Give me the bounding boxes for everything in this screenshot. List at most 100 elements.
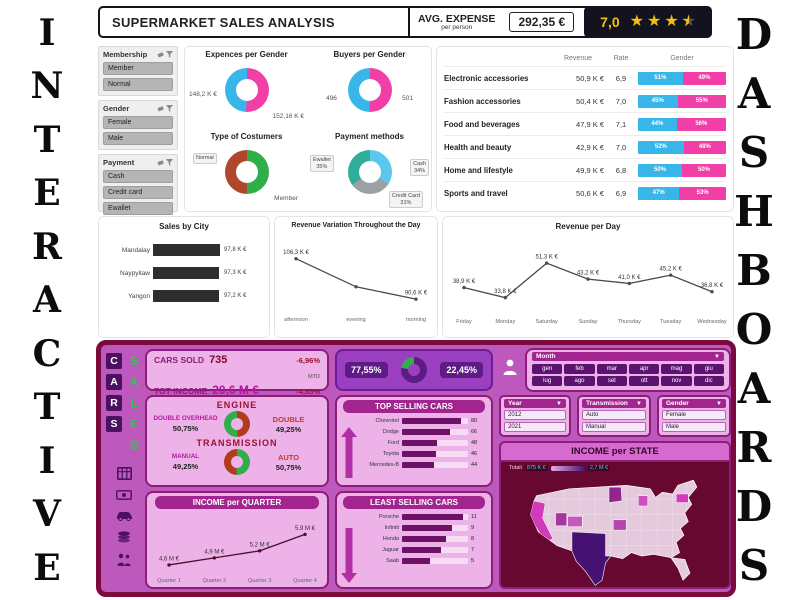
income-quarter-chart[interactable]: 4,6 M € Quarter 1 4,9 M € Quarter 2 5,2 M € Q… [153,512,321,584]
category-name: Fashion accessories [444,96,521,106]
month-option[interactable]: ago [564,376,595,386]
chevron-down-icon[interactable]: ▼ [716,400,722,407]
eraser-icon[interactable] [157,51,164,58]
car-bar[interactable] [402,461,435,468]
payment-slicer: Payment Cash Credit card Ewallet [98,154,178,215]
revenue-value: 49,9 K € [576,165,604,175]
car-bar[interactable] [402,557,430,564]
filter-icon[interactable] [166,51,173,58]
slicer-title: Gender [666,400,689,407]
eraser-icon[interactable] [157,105,164,112]
engine-donut[interactable] [224,411,250,437]
income-quarter-panel: INCOME per QUARTER 4,6 M € Quarter 1 4,9 M… [145,491,329,589]
transmission-donut[interactable] [224,449,250,475]
car-bar[interactable] [402,524,452,531]
transmission-option[interactable]: Auto [582,410,646,420]
star-half-icon: ★ ★ [681,13,696,30]
month-option[interactable]: dic [693,376,724,386]
chevron-down-icon[interactable]: ▼ [556,400,562,407]
chevron-down-icon[interactable]: ▼ [636,400,642,407]
car-bar[interactable] [402,513,463,520]
car-bar[interactable] [402,450,436,457]
cars-sold-label: CARS SOLD [154,355,205,365]
revenue-daypart-chart[interactable]: 106,3 K € afternoon evening 90,6 K € morning [280,231,432,323]
month-option[interactable]: set [596,376,627,386]
filter-option-member[interactable]: Member [103,62,173,75]
month-option[interactable]: mag [661,364,692,374]
chart-title: Payment methods [335,132,404,141]
year-option[interactable]: 2012 [504,410,566,420]
filter-option-ewallet[interactable]: Ewallet [103,202,173,215]
filter-option-credit-card[interactable]: Credit card [103,186,173,199]
customer-type-donut[interactable] [224,150,269,194]
buyers-gender-donut[interactable] [347,68,392,112]
filter-option-female[interactable]: Female [103,116,173,129]
month-option[interactable]: mar [596,364,627,374]
slicer-title: Membership [103,50,148,59]
gender-option[interactable]: Female [662,410,726,420]
gender-option[interactable]: Male [662,422,726,432]
table-row[interactable]: Health and beauty 42,9 K € 7,0 52% 48% [444,135,726,158]
us-map[interactable] [502,475,728,587]
car-bar[interactable] [402,439,438,446]
state-texas[interactable] [571,531,612,586]
car-bar-row: Infiniti 9 [384,524,475,531]
filter-icon[interactable] [166,105,173,112]
month-option[interactable]: nov [661,376,692,386]
table-row[interactable]: Sports and travel 50,6 K € 6,9 47% 53% [444,181,726,204]
state-utah[interactable] [555,512,568,527]
sales-by-city-panel: Sales by City Mandalay 97,8 K € Naypyita… [98,216,270,338]
table-row[interactable]: Fashion accessories 50,4 K € 7,0 45% 55% [444,89,726,112]
svg-text:38,9 K €: 38,9 K € [453,279,476,285]
payment-methods-donut[interactable] [347,150,392,194]
month-option[interactable]: gen [532,364,563,374]
city-bar[interactable] [153,290,220,302]
coins-icon [118,531,130,543]
state-michigan[interactable] [638,495,648,507]
month-option[interactable]: ott [629,376,660,386]
car-bar[interactable] [402,417,461,424]
chart-title: Type of Costumers [210,132,283,141]
revenue-per-day-chart[interactable]: 38,9 K € Friday 33,8 K € Monday 51,3 K € Satu… [448,233,728,325]
revenue-value: 50,9 K € [576,73,604,83]
filter-icon[interactable] [166,159,173,166]
eraser-icon[interactable] [157,159,164,166]
filter-option-cash[interactable]: Cash [103,170,173,183]
month-option[interactable]: lug [532,376,563,386]
state-missouri[interactable] [613,519,627,531]
filter-option-male[interactable]: Male [103,132,173,145]
month-option[interactable]: apr [629,364,660,374]
month-option[interactable]: feb [564,364,595,374]
city-bar[interactable] [153,244,220,256]
chevron-down-icon[interactable]: ▼ [714,353,720,360]
donut-label: 496 [326,95,337,102]
car-bar-row: Toyota 46 [382,450,478,457]
expenses-gender-donut[interactable] [224,68,269,112]
filter-option-normal[interactable]: Normal [103,78,173,91]
state-new-york[interactable] [675,493,689,503]
table-row[interactable]: Home and lifestyle 49,9 K € 6,8 50% 50% [444,158,726,181]
chart-title: Expences per Gender [205,50,288,59]
transmission-option[interactable]: Manual [582,422,646,432]
legend-chip: Normal [193,153,217,164]
transmission-right-value: 50,75% [275,462,302,472]
city-bar[interactable] [153,267,220,279]
table-row[interactable]: Electronic accessories 50,9 K € 6,9 51% 4… [444,66,726,89]
month-option[interactable]: giu [693,364,724,374]
city-value: 97,8 K € [224,247,247,253]
city-value: 97,2 K € [224,293,247,299]
car-icon [116,512,132,521]
gauge-donut[interactable] [401,357,427,383]
car-bar[interactable] [402,428,451,435]
car-bar[interactable] [402,535,446,542]
transmission-left-value: 49,25% [172,461,199,471]
svg-text:Quarter 4: Quarter 4 [293,578,317,584]
chart-title: Revenue Variation Throughout the Day [291,222,421,229]
table-row[interactable]: Food and beverages 47,9 K € 7,1 44% 56% [444,112,726,135]
car-bar[interactable] [402,546,441,553]
year-option[interactable]: 2021 [504,422,566,432]
engine-transmission-panel: ENGINE DOUBLE OVERHEAD 50,75% DOUBLE 49,… [145,395,329,487]
state-colorado[interactable] [567,516,583,527]
state-minnesota[interactable] [608,486,623,503]
